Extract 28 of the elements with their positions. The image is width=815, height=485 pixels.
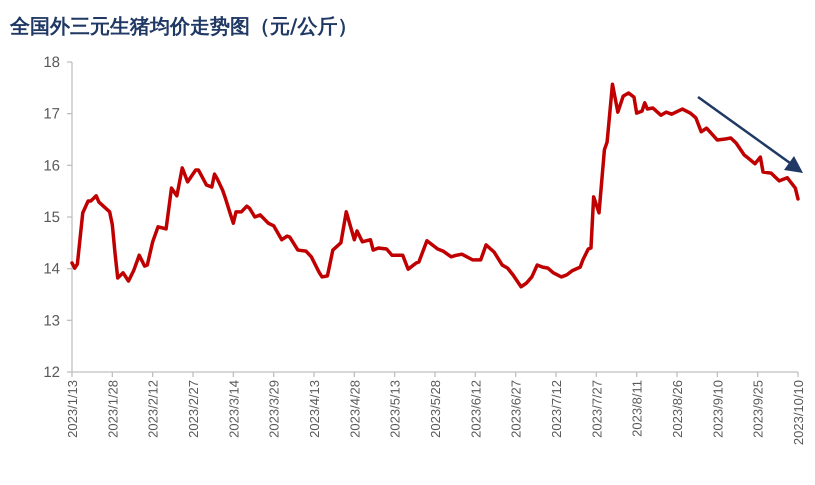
x-tick-label: 2023/6/27 (508, 380, 524, 438)
x-tick-label: 2023/8/26 (670, 380, 685, 438)
line-series (70, 82, 800, 288)
y-tick-label: 12 (43, 364, 60, 381)
x-tick-label: 2023/5/28 (428, 380, 443, 438)
x-tick-label: 2023/6/12 (468, 380, 484, 438)
x-tick-label: 2023/1/28 (105, 380, 120, 438)
x-tick-label: 2023/5/13 (388, 380, 403, 438)
x-tick-label: 2023/4/13 (307, 380, 322, 438)
y-tick-label: 18 (43, 54, 60, 71)
y-tick-label: 16 (43, 157, 60, 174)
x-tick-label: 2023/8/11 (630, 380, 645, 437)
x-tick-label: 2023/7/27 (589, 380, 604, 438)
x-tick-label: 2023/3/29 (266, 380, 282, 438)
y-tick-label: 14 (43, 260, 60, 278)
x-tick-label: 2023/4/28 (347, 380, 362, 438)
x-tick-label: 2023/1/13 (65, 380, 80, 438)
x-tick-label: 2023/9/25 (750, 380, 766, 438)
x-tick-label: 2023/10/10 (791, 380, 806, 446)
chart-title: 全国外三元生猪均价走势图（元/公斤） (9, 14, 358, 38)
x-tick-label: 2023/7/12 (549, 380, 564, 438)
y-tick-label: 15 (43, 209, 60, 226)
y-tick-label: 13 (43, 312, 60, 330)
y-tick-label: 17 (43, 106, 60, 123)
x-tick-label: 2023/3/14 (226, 380, 242, 438)
x-tick-label: 2023/9/10 (710, 380, 726, 438)
x-tick-label: 2023/2/12 (146, 380, 161, 438)
x-tick-label: 2023/2/27 (186, 380, 201, 438)
